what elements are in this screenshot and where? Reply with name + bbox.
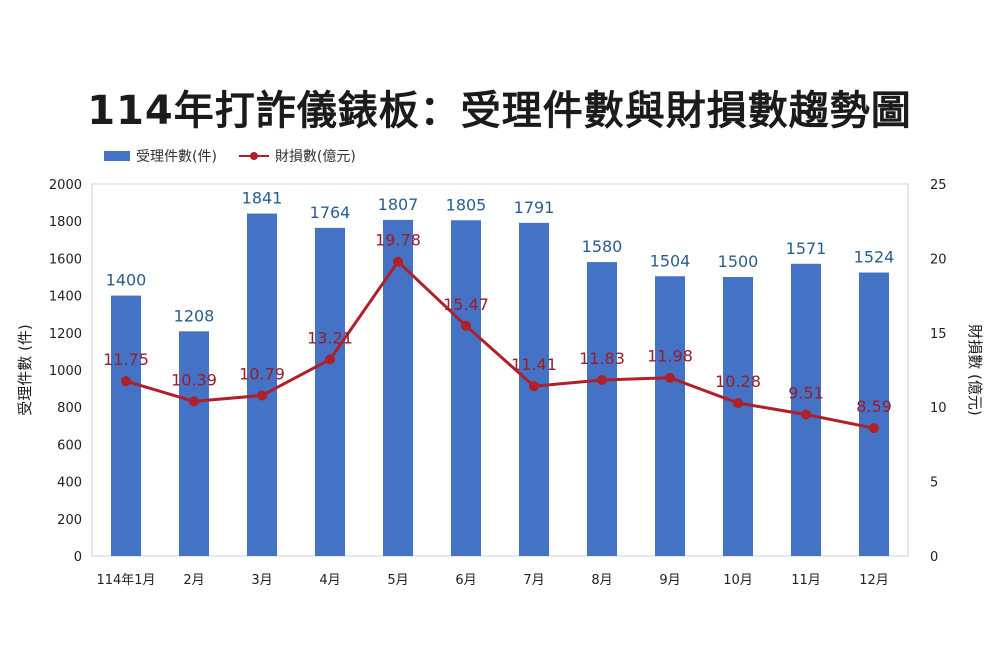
y2-tick-label: 25 [930,178,947,193]
y2-axis-title: 財損數 (億元) [966,324,984,415]
legend-item-line: 財損數(億元) [238,146,356,166]
x-tick-label: 114年1月 [96,573,155,588]
chart-legend: 受理件數(件) 財損數(億元) [104,146,378,166]
line-value-label: 19.78 [375,231,421,250]
y2-tick-label: 5 [930,476,938,491]
x-tick-label: 7月 [523,573,544,588]
y2-tick-label: 10 [930,401,947,416]
bar [247,213,277,556]
bar-value-label: 1571 [786,239,827,258]
x-tick-label: 12月 [859,573,889,588]
bar [655,276,685,556]
bar [587,262,617,556]
line-point [597,374,607,385]
y-tick-label: 0 [74,550,82,565]
line-point [801,409,811,420]
bar-value-label: 1504 [650,251,691,270]
line-value-label: 11.41 [511,355,557,374]
y2-tick-label: 0 [930,550,938,565]
x-tick-label: 11月 [791,573,821,588]
y-tick-label: 200 [57,513,82,528]
y-tick-label: 1400 [49,290,82,305]
chart-title: 114年打詐儀錶板：受理件數與財損數趨勢圖 [87,88,912,134]
line-point [869,423,879,434]
y-tick-label: 400 [57,476,82,491]
line-point [733,398,743,409]
bar-value-label: 1807 [378,195,419,214]
y-tick-label: 1600 [49,252,82,267]
bar [315,227,345,556]
x-tick-label: 3月 [251,573,272,588]
x-tick-label: 4月 [319,573,340,588]
x-tick-label: 10月 [723,573,753,588]
x-tick-label: 5月 [387,573,408,588]
bar-value-label: 1580 [582,237,623,256]
line-point [189,396,199,407]
bar [859,272,889,556]
line-point [529,381,539,392]
x-tick-label: 2月 [183,573,204,588]
x-tick-label: 9月 [659,573,680,588]
line-point [121,376,131,387]
bar [179,331,209,556]
legend-item-bars: 受理件數(件) [104,146,217,166]
line-value-label: 10.79 [239,364,285,383]
legend-label-line: 財損數(億元) [274,149,356,165]
line-value-label: 10.28 [715,372,761,391]
x-tick-label: 8月 [591,573,612,588]
line-value-label: 10.39 [171,370,217,389]
y-tick-label: 1200 [49,327,82,342]
bar-value-label: 1524 [854,248,895,267]
line-point [325,354,335,365]
bar [451,220,481,556]
bar-value-label: 1400 [106,271,147,290]
line-value-label: 15.47 [443,295,489,314]
y2-tick-label: 20 [930,252,947,267]
line-point [461,320,471,331]
line-value-label: 8.59 [856,397,892,416]
y-tick-label: 1800 [49,215,82,230]
line-point [257,390,267,401]
line-value-label: 11.83 [579,349,625,368]
x-tick-label: 6月 [455,573,476,588]
bar-value-label: 1805 [446,195,487,214]
bar-value-label: 1841 [242,189,283,208]
y-tick-label: 800 [57,401,82,416]
y-tick-label: 600 [57,438,82,453]
line-value-label: 11.98 [647,347,693,366]
y-tick-label: 2000 [49,178,82,193]
legend-bar-swatch [104,151,130,161]
y-tick-label: 1000 [49,364,82,379]
bar [723,277,753,556]
line-point [665,372,675,383]
y2-tick-label: 15 [930,327,947,342]
bar-value-label: 1764 [310,203,351,222]
plot-area [91,183,909,557]
y-axis-title: 受理件數 (件) [16,324,34,415]
line-value-label: 9.51 [788,383,824,402]
legend-label-bars: 受理件數(件) [136,149,217,165]
bar-value-label: 1500 [718,252,759,271]
bar-value-label: 1791 [514,198,555,217]
damage-series-line [125,259,875,430]
bar-value-label: 1208 [174,306,215,325]
legend-line-swatch [238,151,269,161]
bar [111,295,141,556]
line-value-label: 13.21 [307,328,353,347]
line-point [393,256,403,267]
line-value-label: 11.75 [103,350,149,369]
